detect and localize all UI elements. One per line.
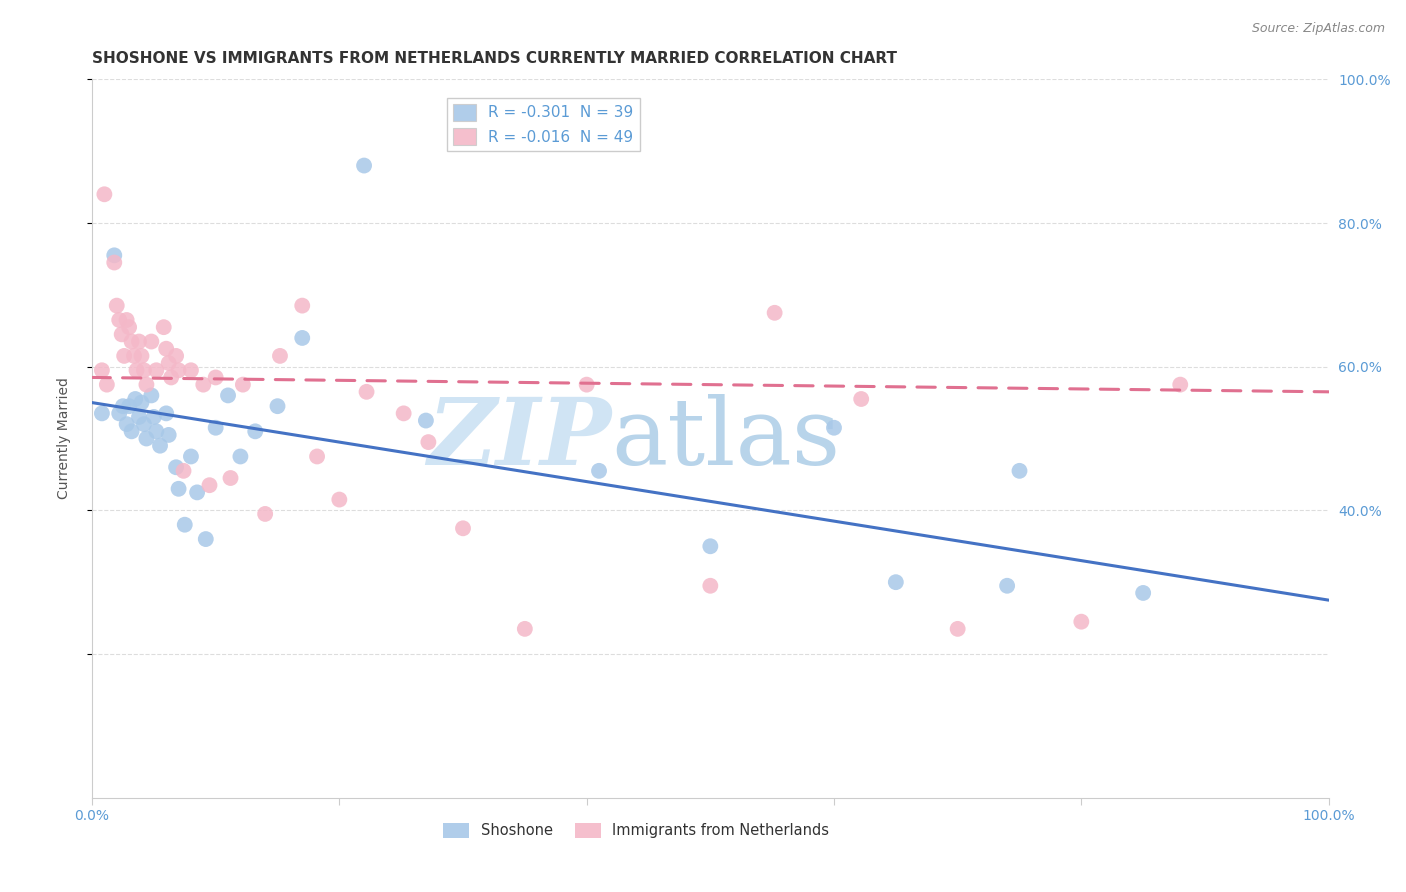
Point — [763, 306, 786, 320]
Point — [1008, 464, 1031, 478]
Point — [93, 187, 115, 202]
Point — [165, 460, 187, 475]
Point — [415, 413, 437, 427]
Point — [90, 406, 112, 420]
Point — [131, 349, 153, 363]
Text: SHOSHONE VS IMMIGRANTS FROM NETHERLANDS CURRENTLY MARRIED CORRELATION CHART: SHOSHONE VS IMMIGRANTS FROM NETHERLANDS … — [91, 51, 897, 66]
Point — [128, 334, 150, 349]
Point — [266, 399, 288, 413]
Point — [142, 409, 165, 424]
Point — [1168, 377, 1191, 392]
Point — [111, 327, 134, 342]
Point — [588, 464, 610, 478]
Point — [995, 579, 1018, 593]
Point — [194, 532, 217, 546]
Point — [232, 377, 254, 392]
Point — [157, 428, 180, 442]
Point — [132, 363, 155, 377]
Point — [219, 471, 242, 485]
Point — [103, 248, 125, 262]
Point — [167, 482, 190, 496]
Point — [307, 450, 329, 464]
Text: atlas: atlas — [612, 393, 841, 483]
Point — [198, 478, 221, 492]
Point — [96, 377, 118, 392]
Point — [180, 363, 202, 377]
Point — [160, 370, 183, 384]
Point — [155, 342, 177, 356]
Point — [699, 579, 721, 593]
Text: Source: ZipAtlas.com: Source: ZipAtlas.com — [1251, 22, 1385, 36]
Point — [1070, 615, 1092, 629]
Text: ZIP: ZIP — [427, 393, 612, 483]
Point — [353, 159, 375, 173]
Point — [145, 425, 167, 439]
Point — [108, 313, 131, 327]
Point — [145, 363, 167, 377]
Point — [269, 349, 291, 363]
Point — [328, 492, 350, 507]
Point — [451, 521, 474, 535]
Point — [217, 388, 239, 402]
Point — [291, 331, 314, 345]
Point — [186, 485, 208, 500]
Y-axis label: Currently Married: Currently Married — [58, 377, 72, 500]
Point — [291, 299, 314, 313]
Point — [141, 388, 163, 402]
Point — [115, 313, 138, 327]
Point — [229, 450, 252, 464]
Point — [173, 517, 195, 532]
Point — [118, 399, 141, 413]
Point — [245, 425, 267, 439]
Point — [141, 334, 163, 349]
Point — [1132, 586, 1154, 600]
Legend: R = -0.301  N = 39, R = -0.016  N = 49: R = -0.301 N = 39, R = -0.016 N = 49 — [447, 98, 640, 151]
Point — [131, 395, 153, 409]
Point — [152, 320, 174, 334]
Point — [132, 417, 155, 431]
Point — [112, 349, 135, 363]
Point — [121, 334, 143, 349]
Point — [575, 377, 598, 392]
Point — [204, 370, 226, 384]
Point — [122, 349, 145, 363]
Point — [193, 377, 215, 392]
Point — [823, 421, 845, 435]
Point — [254, 507, 277, 521]
Point — [157, 356, 180, 370]
Point — [392, 406, 415, 420]
Point — [111, 399, 134, 413]
Point — [103, 255, 125, 269]
Point — [128, 409, 150, 424]
Point — [118, 320, 141, 334]
Point — [513, 622, 536, 636]
Point — [149, 439, 172, 453]
Point — [946, 622, 969, 636]
Point — [356, 384, 378, 399]
Point — [105, 299, 128, 313]
Point — [165, 349, 187, 363]
Point — [125, 363, 148, 377]
Point — [204, 421, 226, 435]
Point — [167, 363, 190, 377]
Point — [108, 406, 131, 420]
Point — [135, 432, 157, 446]
Point — [884, 575, 907, 590]
Point — [155, 406, 177, 420]
Point — [121, 425, 143, 439]
Point — [90, 363, 112, 377]
Point — [135, 377, 157, 392]
Point — [699, 539, 721, 553]
Point — [173, 464, 195, 478]
Point — [115, 417, 138, 431]
Point — [418, 435, 440, 450]
Point — [180, 450, 202, 464]
Point — [124, 392, 146, 406]
Point — [851, 392, 873, 406]
